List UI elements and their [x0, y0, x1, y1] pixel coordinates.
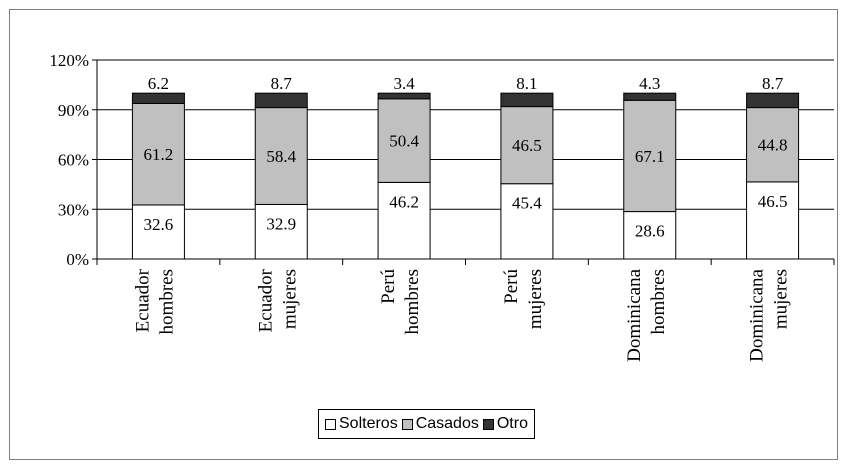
data-label: 8.7	[762, 74, 784, 93]
data-label: 50.4	[389, 132, 419, 151]
legend-label: Casados	[415, 415, 479, 432]
y-tick-label: 90%	[58, 101, 89, 120]
data-label: 32.6	[144, 215, 174, 234]
y-tick-label: 60%	[58, 151, 89, 170]
category-label: Ecuador	[132, 268, 153, 332]
chart-legend: Solteros Casados Otro	[318, 409, 535, 439]
category-label: Ecuador	[255, 268, 276, 332]
category-label: Dominicana	[624, 268, 645, 361]
bar-solteros	[500, 183, 554, 260]
category-label: Perú	[378, 269, 399, 304]
legend-label: Otro	[496, 415, 528, 432]
legend-label: Solteros	[339, 415, 398, 432]
y-tick-label: 30%	[58, 200, 89, 219]
legend-swatch	[482, 418, 494, 430]
category-label: Dominicana	[747, 268, 768, 361]
category-label: hombres	[648, 269, 669, 334]
data-label: 58.4	[266, 147, 296, 166]
bar-casados	[500, 106, 554, 185]
legend-swatch	[325, 418, 336, 430]
data-label: 46.5	[758, 192, 788, 211]
data-label: 44.8	[758, 136, 788, 155]
category-label: hombres	[402, 269, 423, 334]
category-label: mujeres	[525, 269, 546, 329]
data-label: 3.4	[393, 74, 415, 93]
bar-casados	[377, 98, 431, 183]
bar-solteros	[377, 181, 431, 260]
category-label: hombres	[156, 269, 177, 334]
category-label: Perú	[501, 269, 522, 304]
y-tick-label: 0%	[66, 250, 89, 269]
bar-solteros	[254, 203, 308, 260]
data-label: 8.7	[271, 74, 293, 93]
data-label: 4.3	[639, 74, 660, 93]
bar-solteros	[746, 181, 800, 260]
category-label: mujeres	[279, 269, 300, 329]
legend-item-casados: Casados	[401, 415, 479, 433]
data-label: 32.9	[266, 214, 296, 233]
data-label: 8.1	[516, 74, 537, 93]
bar-solteros	[623, 211, 677, 260]
bar-otro	[131, 92, 185, 104]
legend-swatch	[401, 418, 413, 430]
bar-casados	[746, 107, 800, 183]
legend-item-solteros: Solteros	[325, 415, 398, 433]
data-label: 46.2	[389, 192, 419, 211]
data-label: 67.1	[635, 147, 665, 166]
bar-otro	[623, 92, 677, 101]
data-label: 61.2	[144, 145, 174, 164]
data-label: 28.6	[635, 222, 665, 241]
legend-item-otro: Otro	[482, 415, 528, 433]
data-label: 6.2	[148, 74, 169, 93]
bar-otro	[746, 92, 800, 109]
data-label: 46.5	[512, 136, 542, 155]
bar-otro	[254, 92, 308, 109]
data-label: 45.4	[512, 194, 542, 213]
bar-otro	[377, 92, 431, 100]
category-label: mujeres	[771, 269, 792, 329]
bar-casados	[254, 107, 308, 205]
bar-casados	[623, 99, 677, 213]
bar-otro	[500, 92, 554, 108]
y-tick-label: 120%	[49, 51, 89, 70]
